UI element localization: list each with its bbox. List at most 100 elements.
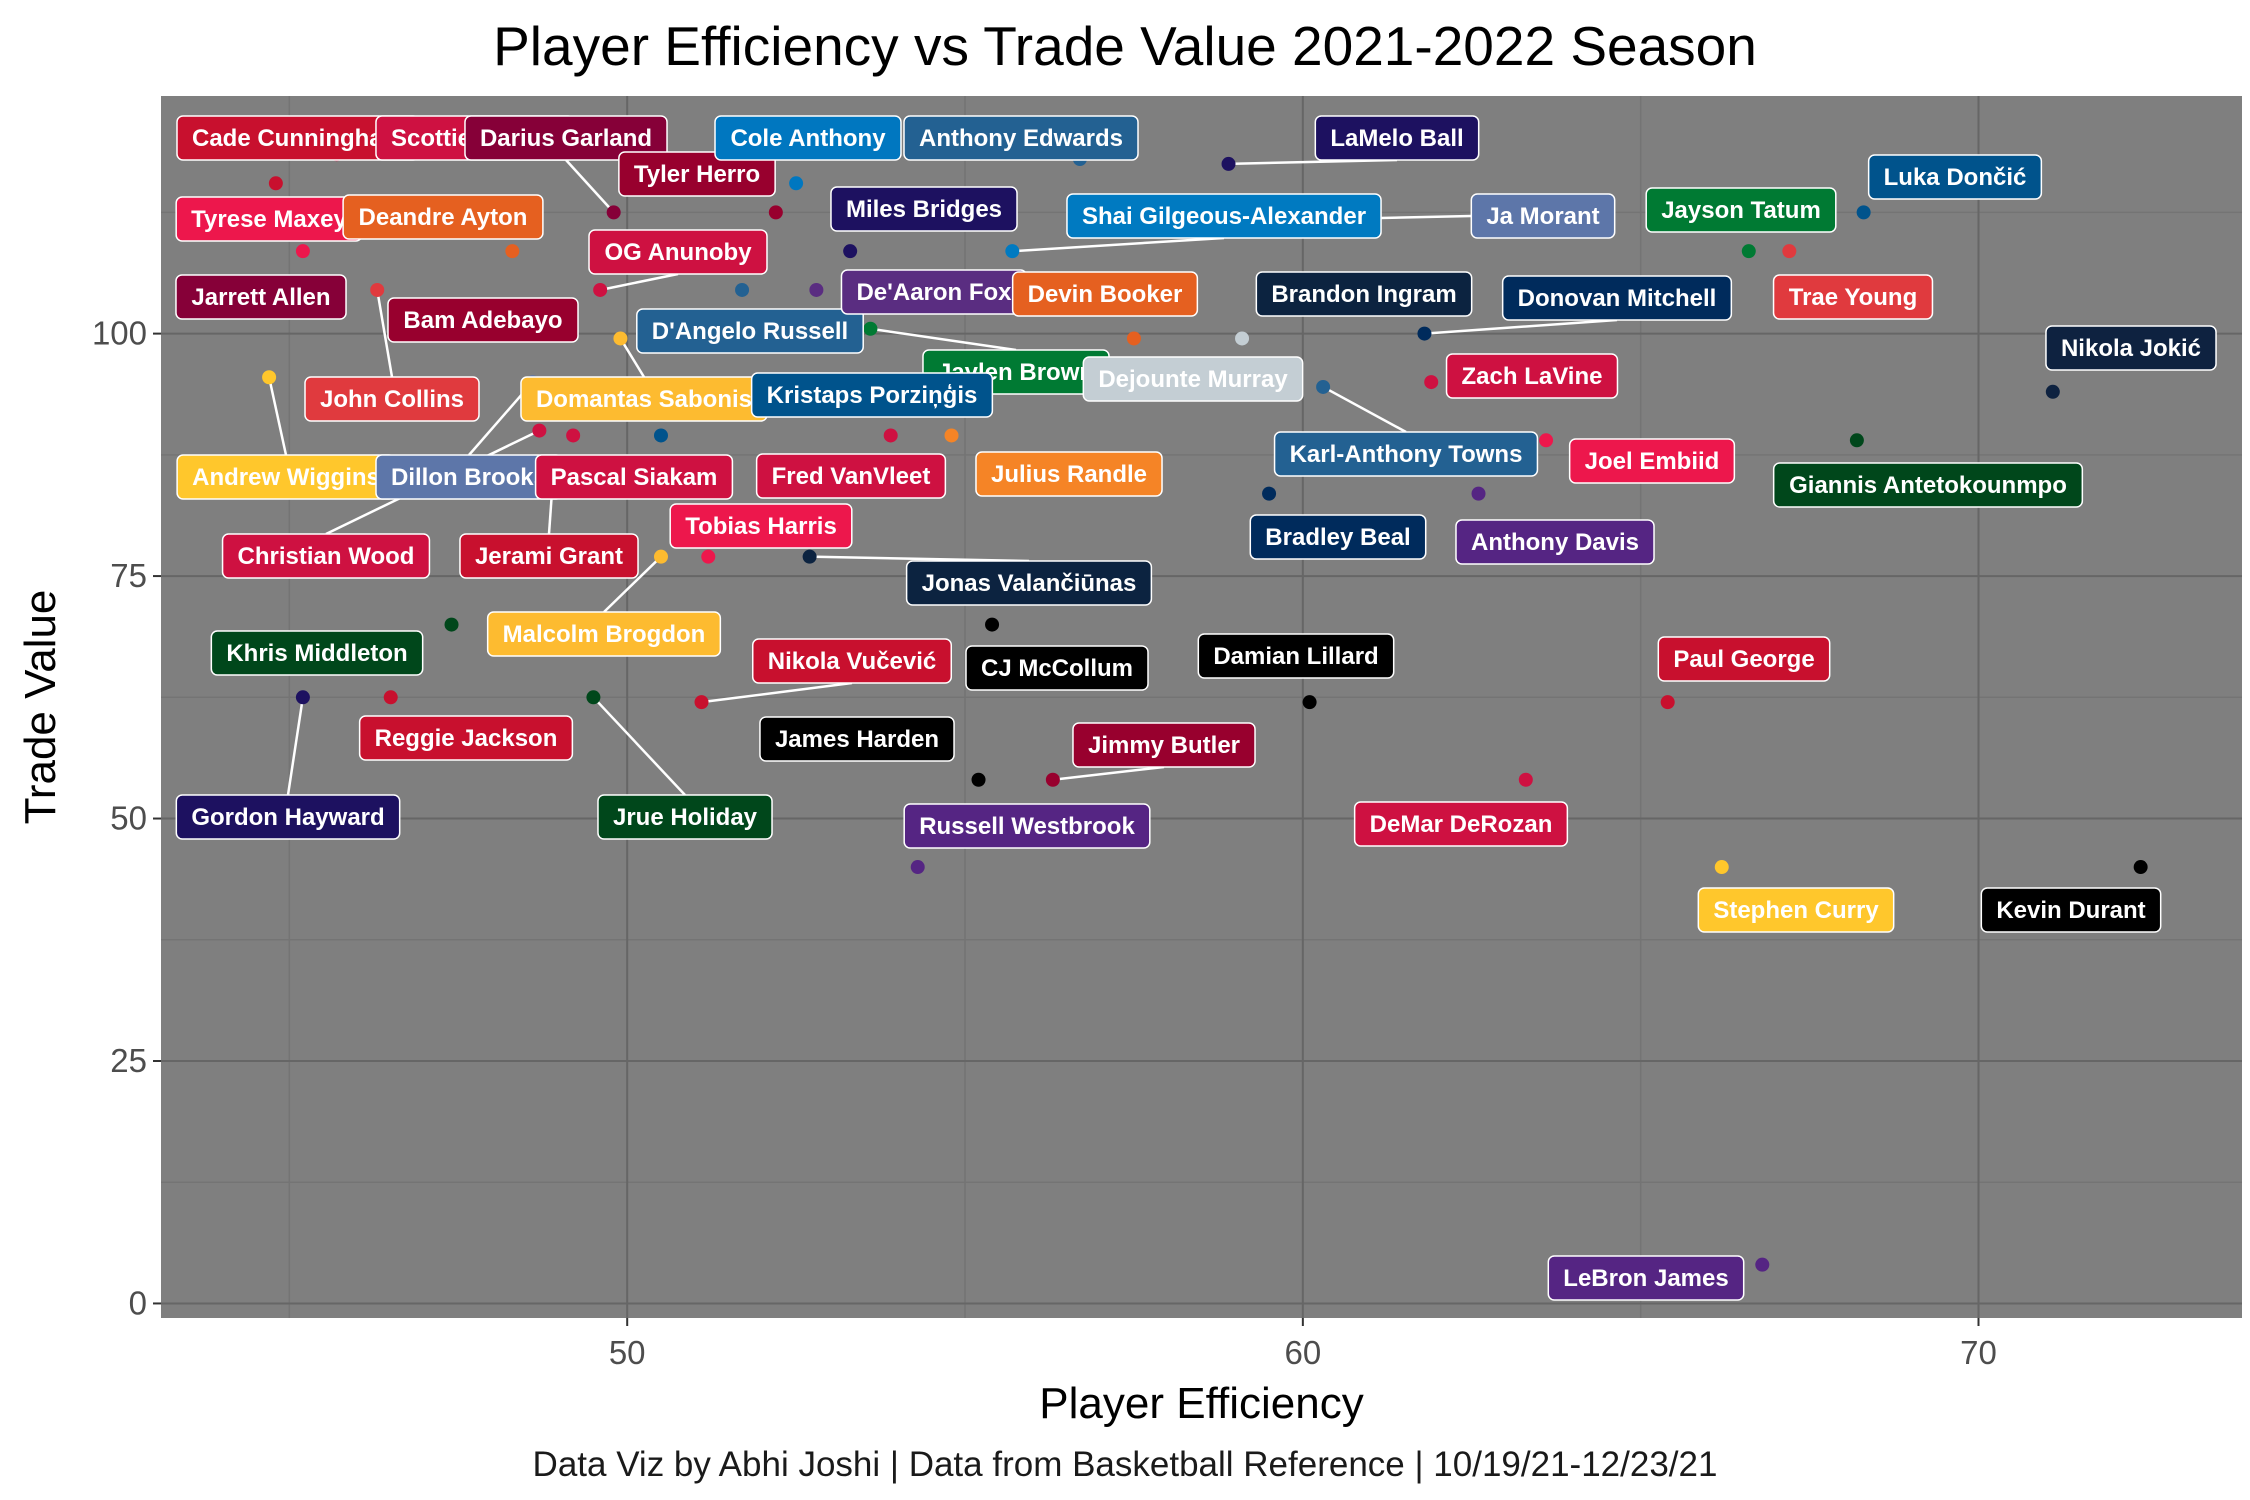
player-label-box [342,194,544,240]
player-label-box [175,274,347,320]
x-axis-label: Player Efficiency [1039,1379,1363,1428]
player-label: Bradley Beal [1265,524,1410,551]
player-label: Tyler Herro [634,161,760,188]
player-label: Malcolm Brogdon [503,621,706,648]
player-label-box [534,454,734,500]
player-label: Domantas Sabonis [536,386,752,413]
player-label: DeMar DeRozan [1370,811,1553,838]
player-label-box [1445,353,1619,399]
player-label-box [903,115,1139,161]
data-point [1755,1257,1770,1272]
label-connector [1052,765,1165,781]
data-point [1714,860,1729,875]
data-point [1221,156,1236,171]
player-label: Pascal Siakam [551,464,718,491]
player-label: Jerami Grant [475,543,623,570]
data-point [370,282,385,297]
player-label: Nikola Jokić [2061,335,2201,362]
data-point [768,205,783,220]
player-label-box [1645,187,1837,233]
player-label-box [1197,633,1395,679]
player-label-box [588,229,768,275]
player-label-box [1066,193,1382,239]
player-label: John Collins [320,386,464,413]
player-label: Jimmy Butler [1088,732,1240,759]
player-label-box [750,372,994,418]
player-label-box [1657,636,1831,682]
player-label-box [751,638,953,684]
data-point [910,860,925,875]
player-label-box [2045,325,2217,371]
player-label-box [759,716,955,762]
y-tick-label: 0 [129,1284,147,1321]
data-point [694,695,709,710]
label-connector [565,159,615,214]
data-point [586,690,601,705]
player-label: Julius Randle [991,461,1147,488]
player-label: Dejounte Murray [1098,366,1288,393]
y-tick-label: 75 [110,557,147,594]
data-point [971,772,986,787]
data-point [944,428,959,443]
data-point [1782,244,1797,259]
player-label: Dillon Brooks [391,464,547,491]
player-label-box [965,645,1149,691]
data-point [883,428,898,443]
x-tick-label: 50 [609,1334,646,1371]
player-label: Cole Anthony [730,125,886,152]
data-point [653,549,668,564]
data-point [532,423,547,438]
player-label: Donovan Mitchell [1518,285,1717,312]
player-label: Jayson Tatum [1661,197,1821,224]
data-point [295,690,310,705]
data-point [383,690,398,705]
player-label: Jonas Valančiūnas [922,570,1137,597]
data-point [1849,433,1864,448]
data-point [843,244,858,259]
data-point [809,282,824,297]
data-point [2133,860,2148,875]
player-label-box [755,453,947,499]
label-connector [1012,236,1225,253]
player-label: Gordon Hayward [191,804,384,831]
label-connector [1424,318,1618,335]
label-connector [375,289,394,378]
player-label: Paul George [1673,646,1814,673]
x-tick-label: 70 [1960,1334,1997,1371]
player-label: Brandon Ingram [1271,281,1456,308]
player-label-box [975,451,1163,497]
player-label: Fred VanVleet [772,463,931,490]
player-label: De'Aaron Fox [856,279,1012,306]
player-label-box [1353,801,1569,847]
data-point [566,428,581,443]
y-tick-label: 25 [110,1042,147,1079]
data-point [1045,772,1060,787]
player-label-box [636,308,864,354]
player-label: CJ McCollum [981,655,1133,682]
label-connector [599,272,679,292]
player-label: Shai Gilgeous-Alexander [1082,203,1366,230]
player-label-box [1011,271,1199,317]
player-label-box [1470,193,1616,239]
player-label-box [459,533,639,579]
data-point [1235,331,1250,346]
player-label-box [618,151,776,197]
data-point [295,244,310,259]
player-label: LeBron James [1563,1265,1728,1292]
data-point [1302,695,1317,710]
data-point [505,244,520,259]
x-tick-label: 60 [1284,1334,1321,1371]
player-label-box [464,115,668,161]
player-label: Trae Young [1789,284,1917,311]
label-connector [286,697,305,796]
player-label: Kevin Durant [1996,897,2145,924]
player-label: Damian Lillard [1213,643,1378,670]
player-label: Cade Cunningham [192,125,404,152]
player-label: Jarrett Allen [191,284,330,311]
data-point [1741,244,1756,259]
data-point [1126,331,1141,346]
player-label: OG Anunoby [604,239,752,266]
player-label-box [1697,887,1895,933]
player-label: Stephen Curry [1713,897,1879,924]
data-point [606,205,621,220]
